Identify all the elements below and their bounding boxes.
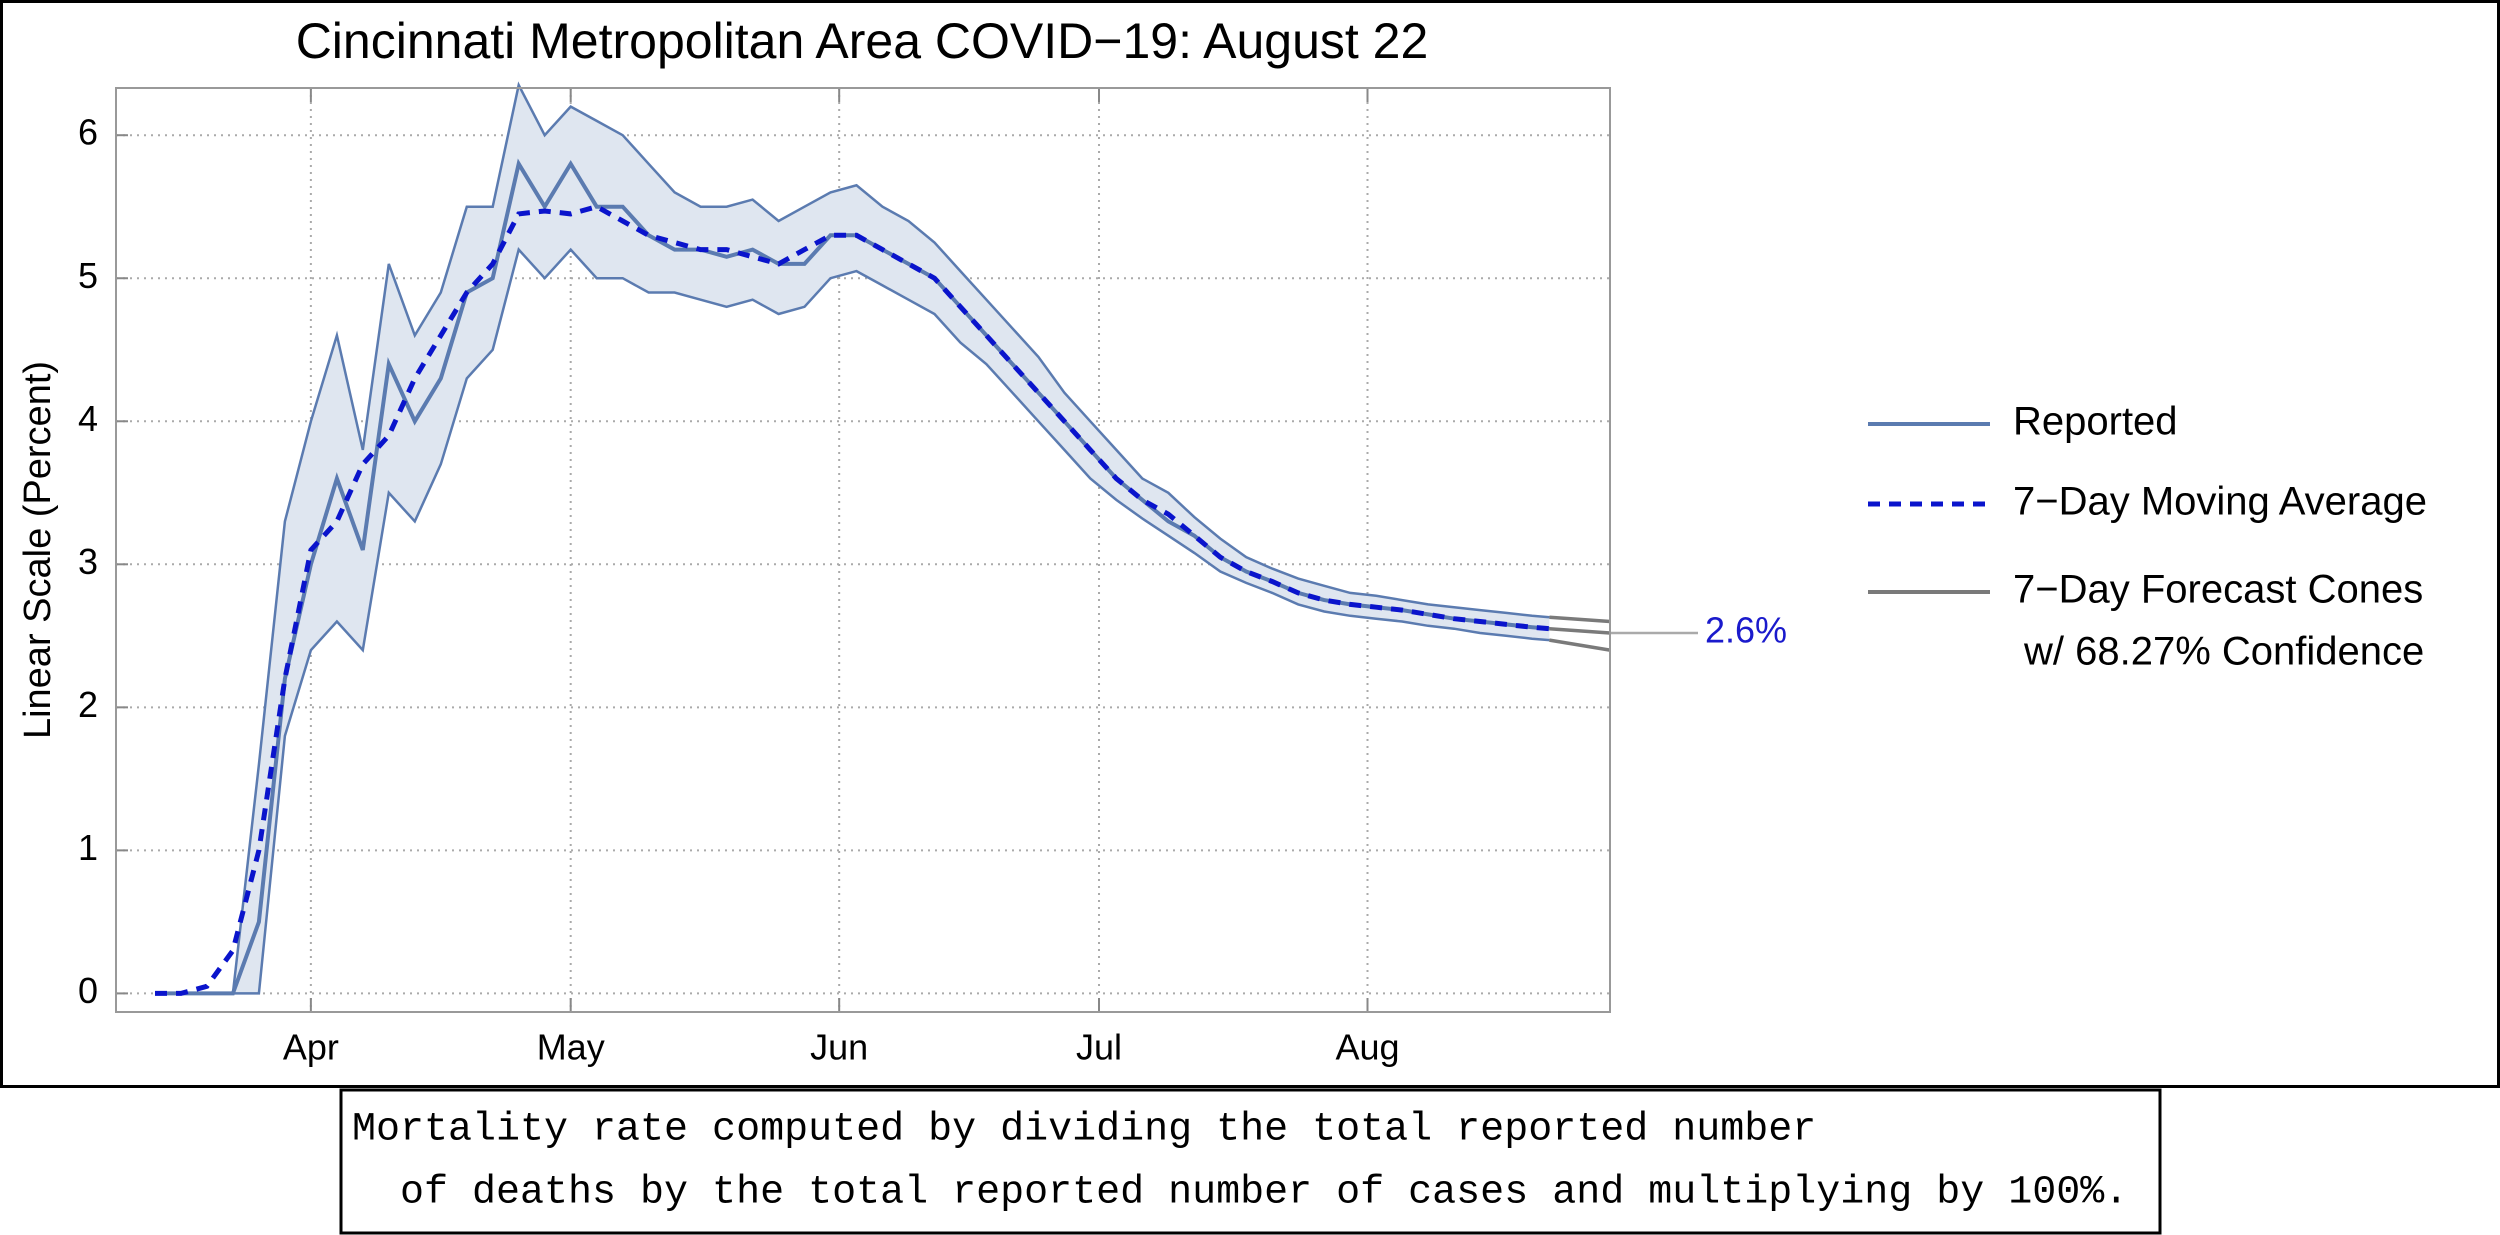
band-upper <box>155 81 1550 995</box>
band-lower <box>155 247 1550 995</box>
annotation: 2.6% <box>1705 609 1787 650</box>
footnote-frame <box>339 1088 2162 1235</box>
confidence-band <box>155 85 1550 994</box>
footnote-line: Mortality rate computed by dividing the … <box>352 1108 1816 1153</box>
y-tick-label: 2 <box>78 684 98 725</box>
y-tick-label: 0 <box>78 970 98 1011</box>
y-tick-label: 6 <box>78 112 98 153</box>
forecast-cone <box>1549 638 1611 652</box>
legend-label: 7−Day Forecast Cones <box>2013 568 2423 612</box>
legend-label: Reported <box>2013 400 2178 444</box>
y-axis-label: Linear Scale (Percent) <box>17 361 59 739</box>
x-tick-label: Jun <box>810 1027 868 1068</box>
y-tick-label: 3 <box>78 541 98 582</box>
x-tick-label: May <box>537 1027 605 1068</box>
legend-label: 7−Day Moving Average <box>2013 480 2427 524</box>
plot-frame <box>115 87 1611 1013</box>
y-tick-label: 5 <box>78 255 98 296</box>
x-tick-label: Apr <box>283 1027 339 1068</box>
forecast-cone <box>1549 615 1611 624</box>
x-tick-label: Aug <box>1335 1027 1399 1068</box>
forecast-cone <box>1549 626 1611 635</box>
series-line <box>155 204 1550 996</box>
y-tick-label: 1 <box>78 827 98 868</box>
y-tick-label: 4 <box>78 398 98 439</box>
x-tick-label: Jul <box>1076 1027 1122 1068</box>
chart-title: Cincinnati Metropolitan Area COVID−19: A… <box>296 13 1429 69</box>
footnote-line: of deaths by the total reported number o… <box>352 1171 2128 1216</box>
legend-label: w/ 68.27% Confidence <box>2023 630 2424 674</box>
